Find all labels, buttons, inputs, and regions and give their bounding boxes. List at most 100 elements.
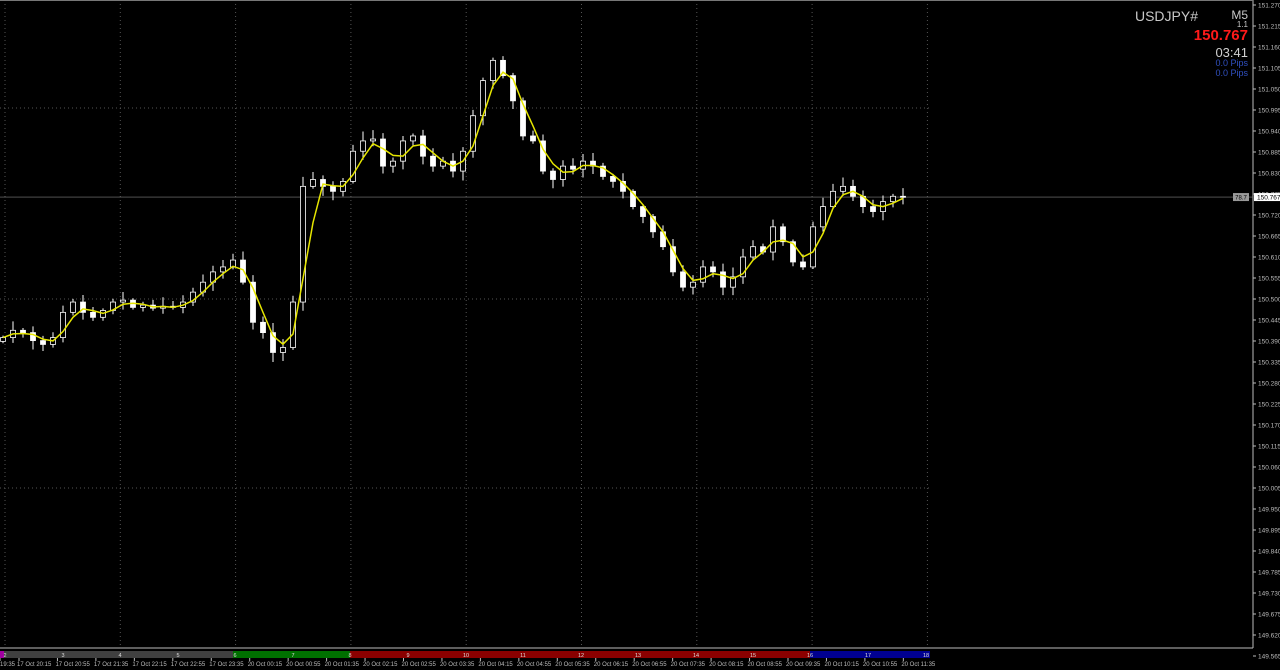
bear-candle-body: [530, 135, 536, 142]
candle: [410, 133, 416, 147]
candle: [500, 56, 506, 79]
time-tick-label: 20 Oct 06:55: [632, 662, 667, 668]
session-segment: [350, 651, 810, 658]
candle: [120, 291, 126, 310]
time-tick-label: 20 Oct 08:15: [709, 662, 744, 668]
symbol-label: USDJPY#: [1134, 8, 1198, 24]
time-tick-label: 20 Oct 11:35: [901, 662, 936, 668]
candle: [170, 301, 176, 310]
price-tick-label: 149.565: [1258, 654, 1280, 661]
candle: [360, 131, 366, 160]
session-label: 7: [291, 653, 294, 659]
time-tick-label: 20 Oct 06:15: [594, 662, 629, 668]
candle: [870, 199, 876, 218]
bull-candle-body: [290, 301, 296, 348]
candle: [100, 308, 106, 321]
bull-candle-body: [220, 266, 226, 273]
session-label: 16: [807, 653, 813, 659]
candle: [830, 183, 836, 209]
session-segment: [810, 651, 930, 658]
bear-candle-body: [550, 170, 556, 180]
bull-candle-body: [280, 347, 286, 353]
candle: [490, 57, 496, 89]
candle: [750, 240, 756, 261]
bull-candle-body: [400, 140, 406, 162]
candle: [30, 326, 36, 350]
price-tick-label: 149.730: [1258, 591, 1280, 598]
time-tick-label: 17 Oct 23:35: [209, 662, 244, 668]
price-tick-label: 149.675: [1258, 612, 1280, 619]
candle: [380, 133, 386, 174]
bear-candle-body: [790, 241, 796, 263]
session-segment: [233, 651, 350, 658]
time-tick-label: 20 Oct 08:55: [748, 662, 783, 668]
time-tick-label: 20 Oct 01:35: [325, 662, 360, 668]
price-tick-label: 149.950: [1258, 507, 1280, 514]
bull-candle-body: [120, 299, 126, 303]
candle: [860, 190, 866, 214]
price-tick-label: 149.840: [1258, 549, 1280, 556]
candle: [290, 295, 296, 350]
candle: [770, 219, 776, 261]
bull-candle-body: [700, 266, 706, 283]
pips-readout-1: 0.0 Pips: [1215, 58, 1248, 68]
session-label: 5: [176, 653, 179, 659]
bear-candle-body: [80, 301, 86, 313]
bull-candle-body: [300, 185, 306, 303]
bear-candle-body: [670, 246, 676, 273]
bull-candle-body: [490, 59, 496, 82]
bear-candle-body: [630, 190, 636, 207]
bear-candle-body: [600, 165, 606, 177]
candle: [840, 177, 846, 196]
candle: [670, 238, 676, 277]
bear-candle-body: [640, 206, 646, 217]
candle: [900, 188, 906, 205]
session-label: 14: [693, 653, 699, 659]
candle: [810, 221, 816, 269]
bear-candle-body: [430, 155, 436, 167]
candle: [90, 306, 96, 321]
bear-candle-body: [500, 59, 506, 77]
candle: [80, 295, 86, 320]
time-tick-label: 17 Oct 20:55: [55, 662, 90, 668]
candle: [890, 193, 896, 208]
candle: [280, 339, 286, 361]
time-tick-label: 20 Oct 10:15: [824, 662, 859, 668]
candle: [270, 323, 276, 362]
candle: [190, 287, 196, 306]
candle: [260, 316, 266, 339]
price-tick-label: 150.445: [1258, 318, 1280, 325]
bear-candle-body: [520, 100, 526, 137]
timeframe-label: M5: [1231, 8, 1248, 22]
bull-candle-body: [730, 276, 736, 288]
price-tick-label: 151.160: [1258, 45, 1280, 52]
time-tick-label: 20 Oct 04:55: [517, 662, 552, 668]
session-label: 10: [463, 653, 469, 659]
bull-candle-body: [350, 150, 356, 182]
candle: [140, 301, 146, 312]
candle: [720, 263, 726, 296]
price-tick-label: 150.665: [1258, 234, 1280, 241]
bear-candle-body: [800, 261, 806, 268]
bull-candle-body: [360, 140, 366, 152]
time-tick-label: 20 Oct 00:55: [286, 662, 321, 668]
bear-candle-body: [780, 226, 786, 243]
candle: [150, 299, 156, 311]
bull-candle-body: [0, 337, 6, 342]
bull-candle-body: [690, 281, 696, 288]
candle: [550, 168, 556, 189]
bull-candle-body: [890, 195, 896, 203]
bear-candle-body: [540, 140, 546, 172]
candle: [160, 297, 166, 314]
price-tick-label: 150.500: [1258, 297, 1280, 304]
bull-candle-body: [750, 246, 756, 258]
time-tick-label: 17 Oct 22:15: [132, 662, 167, 668]
candle: [420, 129, 426, 165]
candle: [390, 157, 396, 173]
session-label: 3: [61, 653, 64, 659]
candle: [530, 130, 536, 144]
bear-candle-body: [20, 329, 26, 333]
candle: [110, 298, 116, 315]
bull-candle-body: [140, 304, 146, 308]
